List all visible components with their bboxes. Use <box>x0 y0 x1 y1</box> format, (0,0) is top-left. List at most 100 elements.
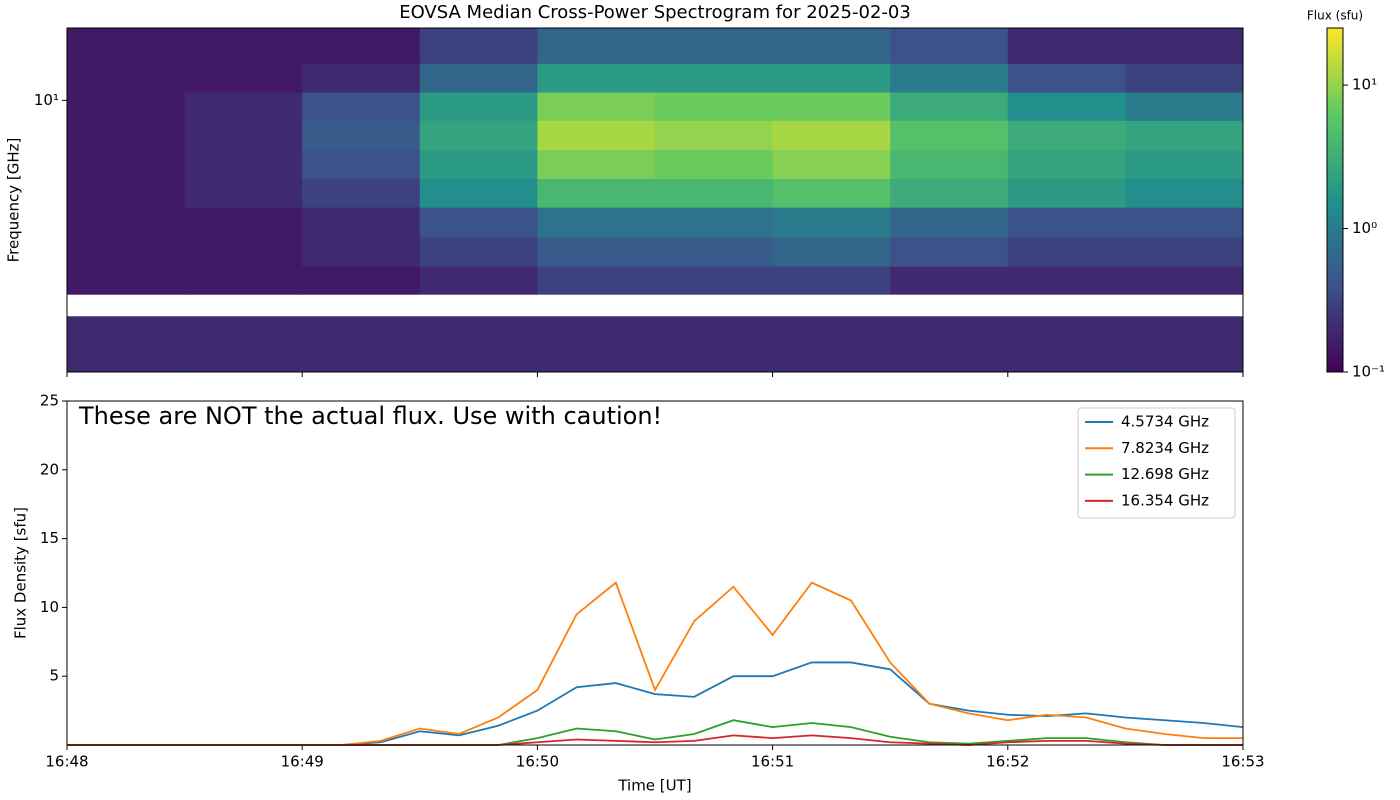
heatmap-cell <box>302 316 421 373</box>
heatmap-cell <box>1007 28 1126 64</box>
heatmap-cell <box>302 63 421 93</box>
heatmap-cell <box>419 28 538 64</box>
legend-label: 4.5734 GHz <box>1121 413 1209 431</box>
heatmap-cell <box>537 207 656 238</box>
heatmap-cell <box>1007 92 1126 121</box>
heatmap-cell <box>419 63 538 93</box>
y-tick-label: 25 <box>40 392 59 410</box>
heatmap-cell <box>67 92 186 121</box>
heatmap-cell <box>772 120 891 151</box>
heatmap-cell <box>1007 178 1126 208</box>
heatmap-cell <box>772 266 891 295</box>
heatmap-cell <box>67 266 186 295</box>
heatmap-cell <box>655 207 774 238</box>
series-line <box>67 581 1243 746</box>
heatmap-cell <box>1007 266 1126 295</box>
x-tick-label: 16:51 <box>751 753 794 771</box>
heatmap-cell <box>184 316 303 373</box>
heatmap-cell <box>302 149 421 179</box>
heatmap-cell <box>419 236 538 267</box>
heatmap-cell <box>1125 207 1244 238</box>
heatmap-cell <box>184 63 303 93</box>
x-tick-label: 16:53 <box>1221 753 1264 771</box>
heatmap-cell <box>772 207 891 238</box>
legend-label: 12.698 GHz <box>1121 465 1209 483</box>
heatmap-cell <box>1007 207 1126 238</box>
heatmap-cell <box>302 178 421 208</box>
heatmap-cell <box>67 316 186 373</box>
heatmap-cell <box>772 63 891 93</box>
legend-label: 16.354 GHz <box>1121 491 1209 509</box>
heatmap-cell <box>1007 236 1126 267</box>
colorbar <box>1326 27 1344 373</box>
heatmap-cell <box>302 236 421 267</box>
heatmap-cell <box>184 207 303 238</box>
heatmap-cell <box>184 236 303 267</box>
plot-frame <box>66 27 1244 373</box>
heatmap-cell <box>890 236 1009 267</box>
heatmap-cell <box>655 149 774 179</box>
heatmap-cell <box>302 120 421 151</box>
heatmap-cell <box>184 178 303 208</box>
heatmap-cell <box>537 236 656 267</box>
x-tick-label: 16:52 <box>986 753 1029 771</box>
colorbar-tick-label: 10⁰ <box>1352 219 1377 237</box>
x-tick-label: 16:48 <box>45 753 88 771</box>
heatmap-cell <box>1125 316 1244 373</box>
heatmap-cell <box>655 316 774 373</box>
colorbar-tick-label: 10¹ <box>1352 76 1377 94</box>
legend-box <box>1077 407 1236 519</box>
heatmap-cell <box>419 120 538 151</box>
heatmap-cell <box>1007 149 1126 179</box>
y-axis-label: Flux Density [sfu] <box>12 507 30 639</box>
heatmap-cell <box>1125 28 1244 64</box>
heatmap-cell <box>1125 178 1244 208</box>
heatmap-cell <box>302 266 421 295</box>
heatmap-cell <box>184 266 303 295</box>
legend-label: 7.8234 GHz <box>1121 439 1209 457</box>
heatmap-cell <box>419 266 538 295</box>
heatmap-cell <box>302 92 421 121</box>
heatmap-cell <box>419 316 538 373</box>
heatmap-cell <box>1007 316 1126 373</box>
heatmap-cell <box>419 92 538 121</box>
heatmap-cell <box>67 178 186 208</box>
heatmap-cell <box>67 207 186 238</box>
heatmap-cell <box>67 149 186 179</box>
x-axis-label: Time [UT] <box>617 777 691 795</box>
heatmap-cell <box>1125 149 1244 179</box>
heatmap-cell <box>890 178 1009 208</box>
heatmap-cell <box>772 28 891 64</box>
heatmap-cell <box>890 207 1009 238</box>
heatmap-cell <box>772 149 891 179</box>
heatmap-cell <box>537 178 656 208</box>
y-tick-label: 10 <box>40 598 59 616</box>
heatmap-cell <box>890 266 1009 295</box>
y-tick-label: 5 <box>49 667 59 685</box>
chart-title: EOVSA Median Cross-Power Spectrogram for… <box>399 2 911 23</box>
x-tick-label: 16:49 <box>281 753 324 771</box>
heatmap-cell <box>1125 120 1244 151</box>
heatmap-cell <box>1007 120 1126 151</box>
heatmap-cell <box>537 63 656 93</box>
heatmap-cell <box>655 28 774 64</box>
heatmap-cell <box>67 236 186 267</box>
heatmap-cell <box>890 92 1009 121</box>
heatmap-cell <box>302 28 421 64</box>
heatmap-cell <box>419 149 538 179</box>
colorbar-tick-label: 10⁻¹ <box>1352 363 1385 381</box>
heatmap-cell <box>67 63 186 93</box>
colorbar-label: Flux (sfu) <box>1307 9 1363 23</box>
heatmap-cell <box>537 120 656 151</box>
heatmap-cell <box>537 28 656 64</box>
heatmap-cell <box>1007 63 1126 93</box>
heatmap-cell <box>890 28 1009 64</box>
heatmap-cell <box>1125 63 1244 93</box>
heatmap-cell <box>184 92 303 121</box>
heatmap-cell <box>655 178 774 208</box>
heatmap-cell <box>655 92 774 121</box>
heatmap-cell <box>655 236 774 267</box>
heatmap-cell <box>890 149 1009 179</box>
heatmap-cell <box>1125 92 1244 121</box>
y-axis-label: Frequency [GHz] <box>5 138 23 263</box>
